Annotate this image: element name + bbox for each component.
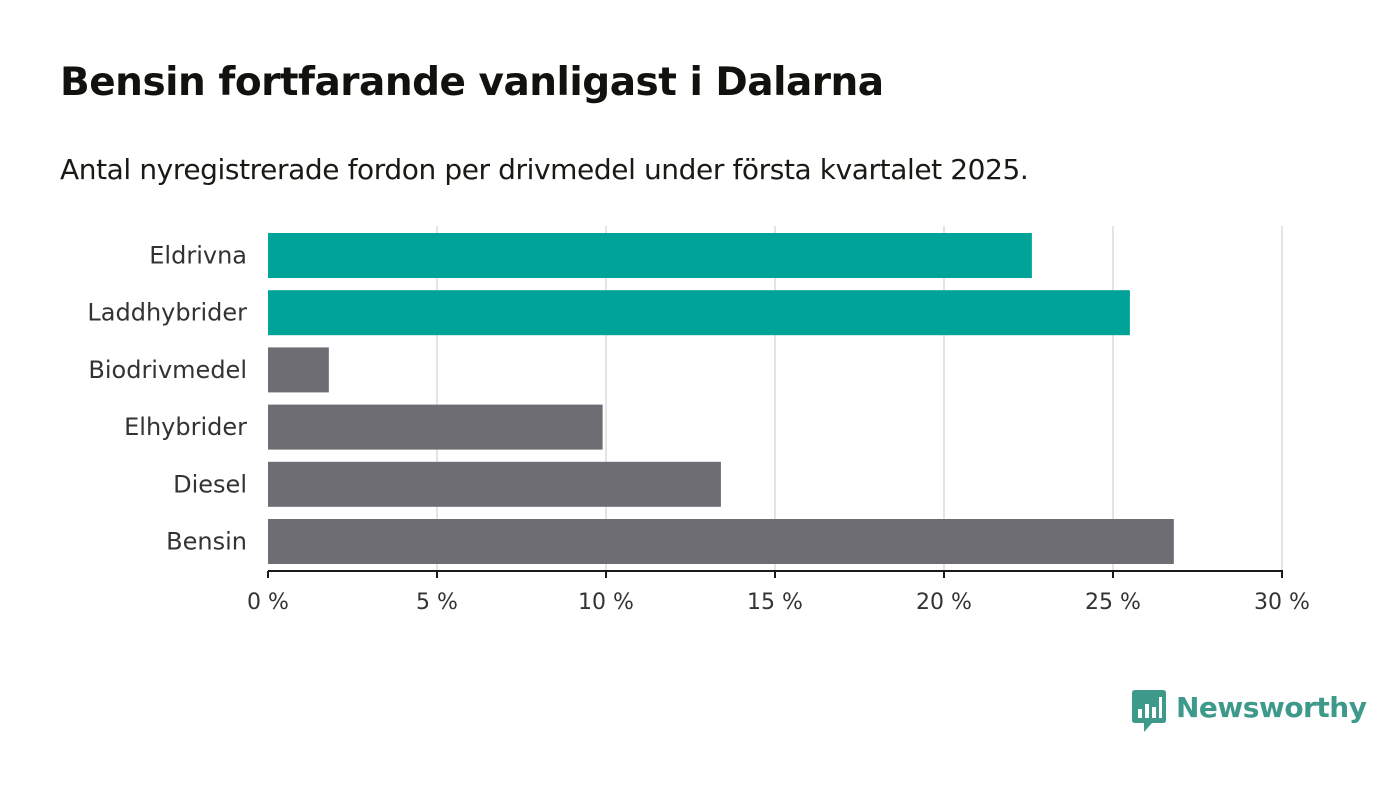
category-label-biodrivmedel: Biodrivmedel [88, 356, 247, 384]
x-tick-label-5: 25 % [1085, 590, 1141, 615]
x-tick-label-0: 0 % [247, 590, 289, 615]
newsworthy-logo-text: Newsworthy [1176, 691, 1367, 724]
bar-bensin [268, 519, 1174, 564]
x-tick-label-2: 10 % [578, 590, 634, 615]
newsworthy-logo: Newsworthy [1132, 690, 1367, 734]
x-tick-label-3: 15 % [747, 590, 803, 615]
grid-lines [436, 226, 1283, 571]
category-label-bensin: Bensin [166, 528, 247, 556]
bar-biodrivmedel [268, 347, 329, 393]
newsworthy-logo-icon [1132, 690, 1166, 732]
category-labels: Eldrivna Laddhybrider Biodrivmedel Elhybrid… [87, 242, 247, 556]
x-tick-label-6: 30 % [1254, 590, 1310, 615]
chart-title: Bensin fortfarande vanligast i Dalarna [60, 60, 884, 105]
bars [268, 233, 1174, 564]
x-tick-label-4: 20 % [916, 590, 972, 615]
x-axis: 0 % 5 % 10 % 15 % 20 % 25 % 30 % [247, 570, 1310, 615]
bar-diesel [268, 461, 721, 507]
category-label-laddhybrider: Laddhybrider [87, 299, 247, 327]
bar-eldrivna [268, 233, 1032, 278]
category-label-eldrivna: Eldrivna [149, 242, 247, 270]
bar-laddhybrider [268, 290, 1130, 336]
category-label-elhybrider: Elhybrider [124, 413, 247, 441]
bar-elhybrider [268, 404, 603, 450]
category-label-diesel: Diesel [173, 470, 247, 498]
x-tick-label-1: 5 % [416, 590, 458, 615]
chart-subtitle: Antal nyregistrerade fordon per drivmede… [60, 153, 1029, 186]
